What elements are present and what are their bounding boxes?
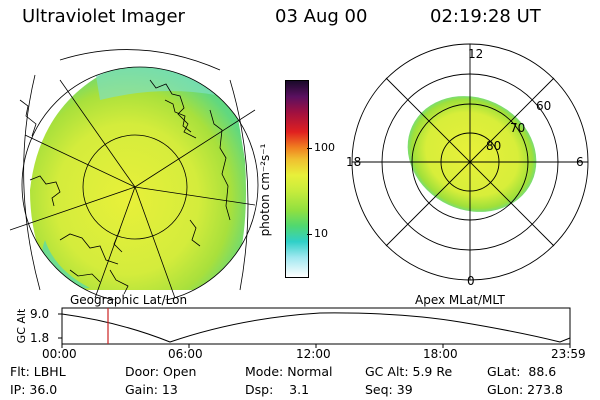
- geo-caption: Geographic Lat/Lon: [70, 293, 188, 307]
- geo-grid: [9, 49, 259, 300]
- altitude-plot: 9.0 1.8 GC Alt: [15, 307, 571, 348]
- xtick-0000: 00:00: [42, 347, 77, 361]
- colorbar: [285, 80, 309, 278]
- info-dsp: Dsp: 3.1: [245, 382, 310, 397]
- alt-ylabel: GC Alt: [15, 308, 28, 343]
- info-gain: Gain: 13: [125, 382, 178, 397]
- info-flt: Flt: LBHL: [10, 364, 66, 379]
- info-glat: GLat: 88.6: [487, 364, 557, 379]
- info-mode: Mode: Normal: [245, 364, 333, 379]
- xtick-1200: 12:00: [296, 347, 331, 361]
- colorbar-tick-100: 100: [314, 141, 335, 154]
- date-label: 03 Aug 00: [275, 6, 368, 27]
- altitude-curve: [61, 312, 571, 343]
- apex-caption: Apex MLat/MLT: [415, 293, 505, 307]
- alt-ytick-9: 9.0: [30, 307, 49, 321]
- coastlines: [19, 79, 231, 295]
- alt-ytick-1.8: 1.8: [30, 331, 49, 345]
- xtick-2359: 23:59: [551, 347, 586, 361]
- info-gc-alt: GC Alt: 5.9 Re: [365, 364, 453, 379]
- info-ip: IP: 36.0: [10, 382, 58, 397]
- mlt-label-6: 6: [576, 155, 584, 169]
- aurora-oval-apex: [407, 96, 537, 212]
- info-door: Door: Open: [125, 364, 197, 379]
- mlat-label-70: 70: [510, 121, 525, 135]
- mlat-label-60: 60: [536, 99, 551, 113]
- geographic-image-panel: [9, 49, 259, 300]
- mlt-label-18: 18: [346, 155, 361, 169]
- xtick-1800: 18:00: [423, 347, 458, 361]
- aurora-image-geo: [30, 67, 246, 290]
- apex-polar-panel: 12 18 6 0 60 70 80: [346, 43, 589, 288]
- time-label: 02:19:28 UT: [430, 6, 541, 27]
- info-seq: Seq: 39: [365, 382, 413, 397]
- instrument-title: Ultraviolet Imager: [22, 6, 185, 27]
- colorbar-tick-10: 10: [314, 227, 328, 240]
- info-glon: GLon: 273.8: [487, 382, 563, 397]
- mlt-label-0: 0: [467, 274, 475, 288]
- colorbar-label: photon cm⁻²s⁻¹: [258, 143, 272, 237]
- mlat-label-80: 80: [486, 139, 501, 153]
- mlt-label-12: 12: [468, 47, 483, 61]
- xtick-0600: 06:00: [168, 347, 203, 361]
